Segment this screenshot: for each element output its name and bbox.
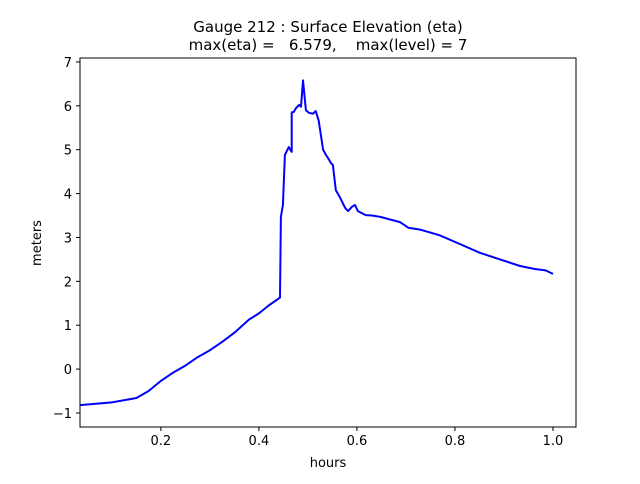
x-tick-label: 0.4 — [249, 434, 270, 449]
y-tick-label: 0 — [64, 363, 72, 378]
axes-frame — [79, 57, 577, 428]
x-axis-label: hours — [310, 456, 347, 471]
x-tick-label: 0.2 — [151, 434, 172, 449]
chart-title: Gauge 212 : Surface Elevation (eta) — [193, 18, 462, 36]
y-tick-label: 5 — [64, 144, 72, 159]
y-tick-label: 6 — [64, 100, 72, 115]
chart-subtitle: max(eta) = 6.579, max(level) = 7 — [189, 36, 468, 54]
y-tick-label: −1 — [53, 407, 72, 422]
y-tick-label: 3 — [64, 231, 72, 246]
y-axis-label: meters — [30, 220, 45, 266]
y-axis: −1 0 1 2 3 4 5 6 7 — [53, 56, 80, 422]
x-tick-label: 1.0 — [543, 434, 564, 449]
x-tick-label: 0.6 — [347, 434, 368, 449]
plot-area — [79, 79, 554, 407]
y-tick-label: 2 — [64, 275, 72, 290]
series-line-eta — [79, 79, 554, 407]
y-tick-label: 7 — [64, 56, 72, 71]
y-tick-label: 4 — [64, 188, 72, 203]
x-axis: 0.2 0.4 0.6 0.8 1.0 — [151, 427, 564, 449]
x-tick-label: 0.8 — [445, 434, 466, 449]
y-tick-label: 1 — [64, 319, 72, 334]
